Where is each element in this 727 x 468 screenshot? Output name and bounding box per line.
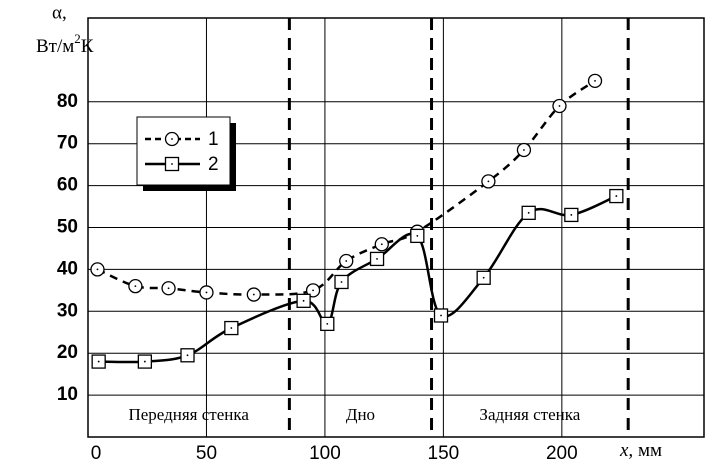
marker-dot <box>134 285 137 288</box>
legend: 12 <box>136 116 236 191</box>
series-line <box>98 194 617 364</box>
x-label-unit: мм <box>638 440 662 461</box>
marker-dot <box>171 138 173 140</box>
region-label: Передняя стенка <box>128 405 249 424</box>
marker-dot <box>302 299 305 302</box>
y-tick-label: 60 <box>57 175 78 196</box>
marker-dot <box>326 322 329 325</box>
marker-dot <box>380 243 383 246</box>
marker-dot <box>482 276 485 279</box>
marker-dot <box>340 281 343 283</box>
marker-dot <box>96 268 99 271</box>
marker-dot <box>167 287 170 290</box>
x-label-var: x, <box>619 440 633 461</box>
marker-dot <box>615 195 618 197</box>
marker-dot <box>186 354 189 357</box>
marker-dot <box>416 234 419 237</box>
marker-dot <box>205 291 208 294</box>
marker-dot <box>558 105 561 107</box>
marker-dot <box>143 360 146 363</box>
x-label: x, мм <box>619 440 662 461</box>
y-label: α, <box>52 2 67 23</box>
y-label-part: Вт/м <box>36 36 74 57</box>
marker-dot <box>523 149 525 151</box>
y-tick-label: 10 <box>57 384 78 405</box>
region-label: Задняя стенка <box>479 405 580 424</box>
marker-dot <box>97 360 100 363</box>
x-tick-label: 100 <box>309 443 341 464</box>
legend-box <box>136 116 231 186</box>
y-label: Вт/м2К <box>36 31 94 57</box>
x-tick-label: 150 <box>428 443 460 464</box>
y-tick-label: 40 <box>57 258 78 279</box>
marker-dot <box>345 260 348 262</box>
marker-dot <box>440 314 442 317</box>
marker-dot <box>312 289 314 292</box>
y-tick-label: 50 <box>57 217 78 238</box>
marker-dot <box>594 79 596 82</box>
x-tick-label: 200 <box>546 443 578 464</box>
legend-label: 1 <box>208 129 219 150</box>
legend-label: 2 <box>208 154 219 175</box>
region-label: Дно <box>346 405 375 424</box>
marker-dot <box>376 258 378 260</box>
marker-dot <box>527 211 530 214</box>
x-tick-label: 50 <box>196 443 217 464</box>
marker-dot <box>487 180 490 183</box>
marker-dot <box>570 214 573 216</box>
marker-dot <box>252 293 255 296</box>
y-tick-label: 20 <box>57 342 78 363</box>
y-tick-label: 30 <box>57 300 78 321</box>
y-label-sup: 2 <box>74 31 81 46</box>
marker-dot <box>230 327 233 329</box>
y-tick-label: 80 <box>57 91 78 112</box>
marker-dot <box>171 163 173 165</box>
y-tick-label: 70 <box>57 133 78 154</box>
x-tick-label: 0 <box>91 443 102 464</box>
